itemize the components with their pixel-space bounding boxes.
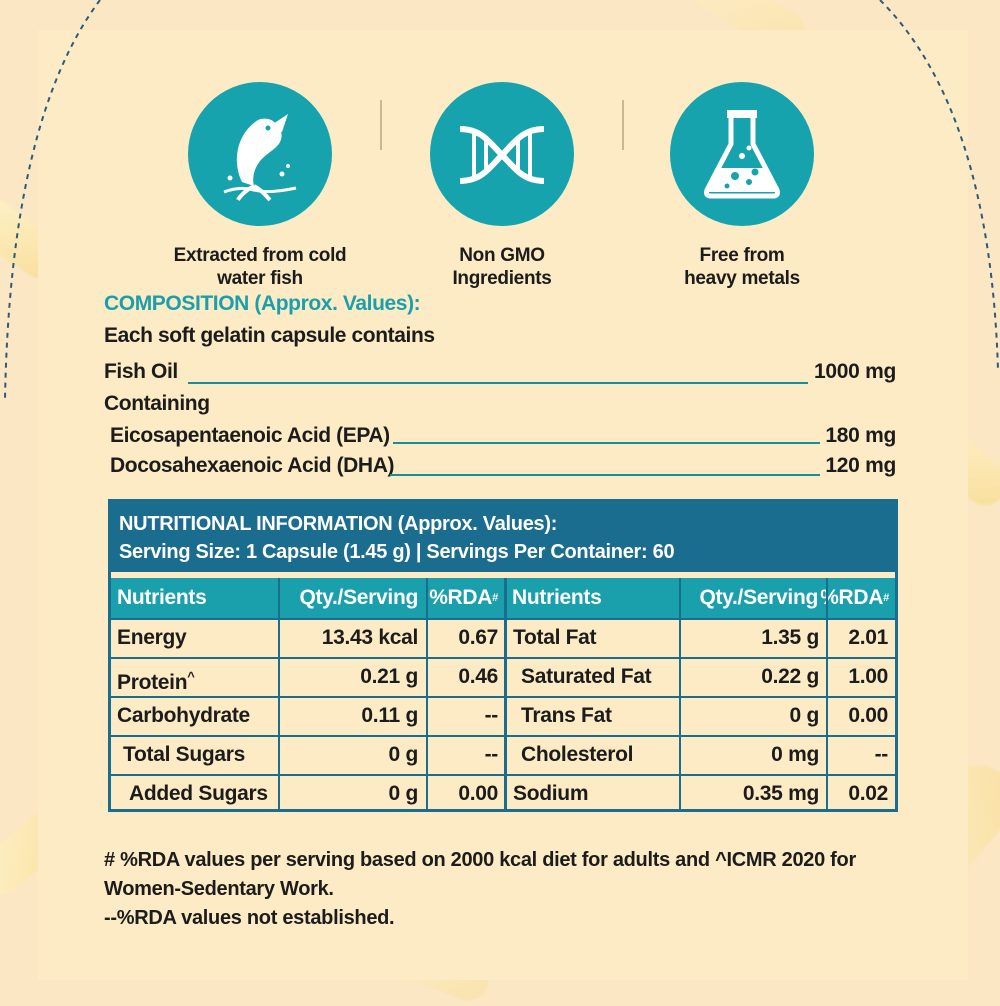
composition-intro: Each soft gelatin capsule contains bbox=[104, 324, 435, 347]
nutrition-table: NUTRITIONAL INFORMATION (Approx. Values)… bbox=[108, 499, 898, 812]
nutrition-title: NUTRITIONAL INFORMATION (Approx. Values)… bbox=[119, 513, 558, 535]
nutrient-qty: 0 mg bbox=[771, 743, 819, 766]
table-divider bbox=[111, 735, 895, 737]
badge-label: water fish bbox=[217, 268, 303, 289]
footnote-line: # %RDA values per serving based on 2000 … bbox=[104, 849, 856, 871]
footnotes: # %RDA values per serving based on 2000 … bbox=[104, 846, 924, 933]
composition-item-name: Docosahexaenoic Acid (DHA) bbox=[110, 454, 395, 477]
table-divider bbox=[504, 578, 507, 812]
nutrient-name: Saturated Fat bbox=[521, 665, 652, 688]
nutrient-name: Total Fat bbox=[513, 626, 597, 649]
nutrient-rda: 1.00 bbox=[848, 665, 888, 688]
composition-item-amount: 120 mg bbox=[825, 454, 896, 477]
rda-header-hash: # bbox=[492, 592, 498, 604]
composition-title: COMPOSITION (Approx. Values): bbox=[104, 292, 421, 315]
nutrient-name: Carbohydrate bbox=[117, 704, 250, 727]
composition-item-amount: 180 mg bbox=[825, 424, 896, 447]
nutrient-rda: 0.00 bbox=[458, 782, 498, 805]
nutrient-name: Trans Fat bbox=[521, 704, 612, 727]
nutrient-superscript: ^ bbox=[187, 669, 195, 684]
column-header: %RDA # bbox=[820, 578, 895, 618]
nutrient-rda: 0.67 bbox=[458, 626, 498, 649]
dna-icon bbox=[430, 82, 574, 226]
badge-heavy-metals: Free from heavy metals bbox=[642, 82, 842, 290]
column-header: Qty./Serving bbox=[280, 578, 426, 618]
nutrient-rda: 0.46 bbox=[458, 665, 498, 688]
nutrition-table-header: NUTRITIONAL INFORMATION (Approx. Values)… bbox=[111, 502, 895, 572]
nutrient-name: Sodium bbox=[513, 782, 589, 805]
nutrient-rda: 0.02 bbox=[848, 782, 888, 805]
table-divider bbox=[426, 578, 428, 812]
table-divider bbox=[111, 657, 895, 659]
nutrient-rda: -- bbox=[484, 743, 499, 766]
nutrient-rda: 2.01 bbox=[848, 626, 888, 649]
badge-label: Ingredients bbox=[452, 268, 552, 289]
composition-item-amount: 1000 mg bbox=[814, 360, 896, 383]
nutrient-qty: 0.22 g bbox=[761, 665, 819, 688]
nutrient-rda: -- bbox=[874, 743, 889, 766]
badge-non-gmo: Non GMO Ingredients bbox=[402, 82, 602, 290]
composition-item-name: Containing bbox=[104, 392, 210, 415]
nutrient-name-text: Protein bbox=[117, 671, 188, 694]
flask-icon bbox=[670, 82, 814, 226]
leader-line bbox=[188, 382, 808, 384]
nutrient-qty: 0.21 g bbox=[360, 665, 418, 688]
nutrient-qty: 0.35 mg bbox=[742, 782, 819, 805]
rda-header-hash: # bbox=[883, 592, 889, 604]
fish-icon bbox=[188, 82, 332, 226]
rda-header: %RDA bbox=[429, 586, 493, 609]
column-header: Qty./Serving bbox=[681, 578, 826, 618]
nutrient-name: Protein^ bbox=[117, 658, 195, 696]
badge-label: Non GMO bbox=[459, 245, 545, 266]
nutrient-qty: 0.11 g bbox=[361, 704, 418, 727]
badge-label: Extracted from cold bbox=[173, 245, 347, 266]
nutrient-qty: 0 g bbox=[388, 782, 419, 805]
nutrient-name: Energy bbox=[117, 626, 187, 649]
serving-info: Serving Size: 1 Capsule (1.45 g) | Servi… bbox=[119, 541, 675, 563]
table-divider bbox=[111, 696, 895, 698]
composition-item-name: Fish Oil bbox=[104, 360, 178, 383]
composition-item-name: Eicosapentaenoic Acid (EPA) bbox=[110, 424, 390, 447]
badge-cold-water-fish: Extracted from cold water fish bbox=[160, 82, 360, 290]
nutrient-name: Added Sugars bbox=[129, 782, 268, 805]
divider bbox=[622, 100, 624, 150]
nutrient-rda: -- bbox=[484, 704, 499, 727]
footnote-line: Women-Sedentary Work. bbox=[104, 878, 334, 900]
nutrient-qty: 0 g bbox=[388, 743, 419, 766]
column-header: Nutrients bbox=[111, 578, 284, 618]
nutrient-qty: 13.43 kcal bbox=[321, 626, 419, 649]
badge-label: Free from bbox=[699, 245, 785, 266]
rda-header: %RDA bbox=[820, 586, 884, 609]
nutrient-qty: 0 g bbox=[789, 704, 820, 727]
leader-line bbox=[393, 442, 820, 444]
nutrient-name: Total Sugars bbox=[123, 743, 246, 766]
leader-line bbox=[390, 474, 820, 476]
table-divider bbox=[679, 578, 681, 812]
table-divider bbox=[826, 578, 828, 812]
column-header: Nutrients bbox=[506, 578, 685, 618]
divider bbox=[380, 100, 382, 150]
table-divider bbox=[111, 774, 895, 776]
column-header: %RDA # bbox=[428, 578, 504, 618]
footnote-line: --%RDA values not established. bbox=[104, 907, 395, 929]
table-divider bbox=[278, 578, 280, 812]
table-divider bbox=[111, 618, 895, 620]
nutrient-qty: 1.35 g bbox=[761, 626, 819, 649]
nutrient-rda: 0.00 bbox=[848, 704, 888, 727]
badge-label: heavy metals bbox=[684, 268, 800, 289]
nutrient-name: Cholesterol bbox=[521, 743, 634, 766]
